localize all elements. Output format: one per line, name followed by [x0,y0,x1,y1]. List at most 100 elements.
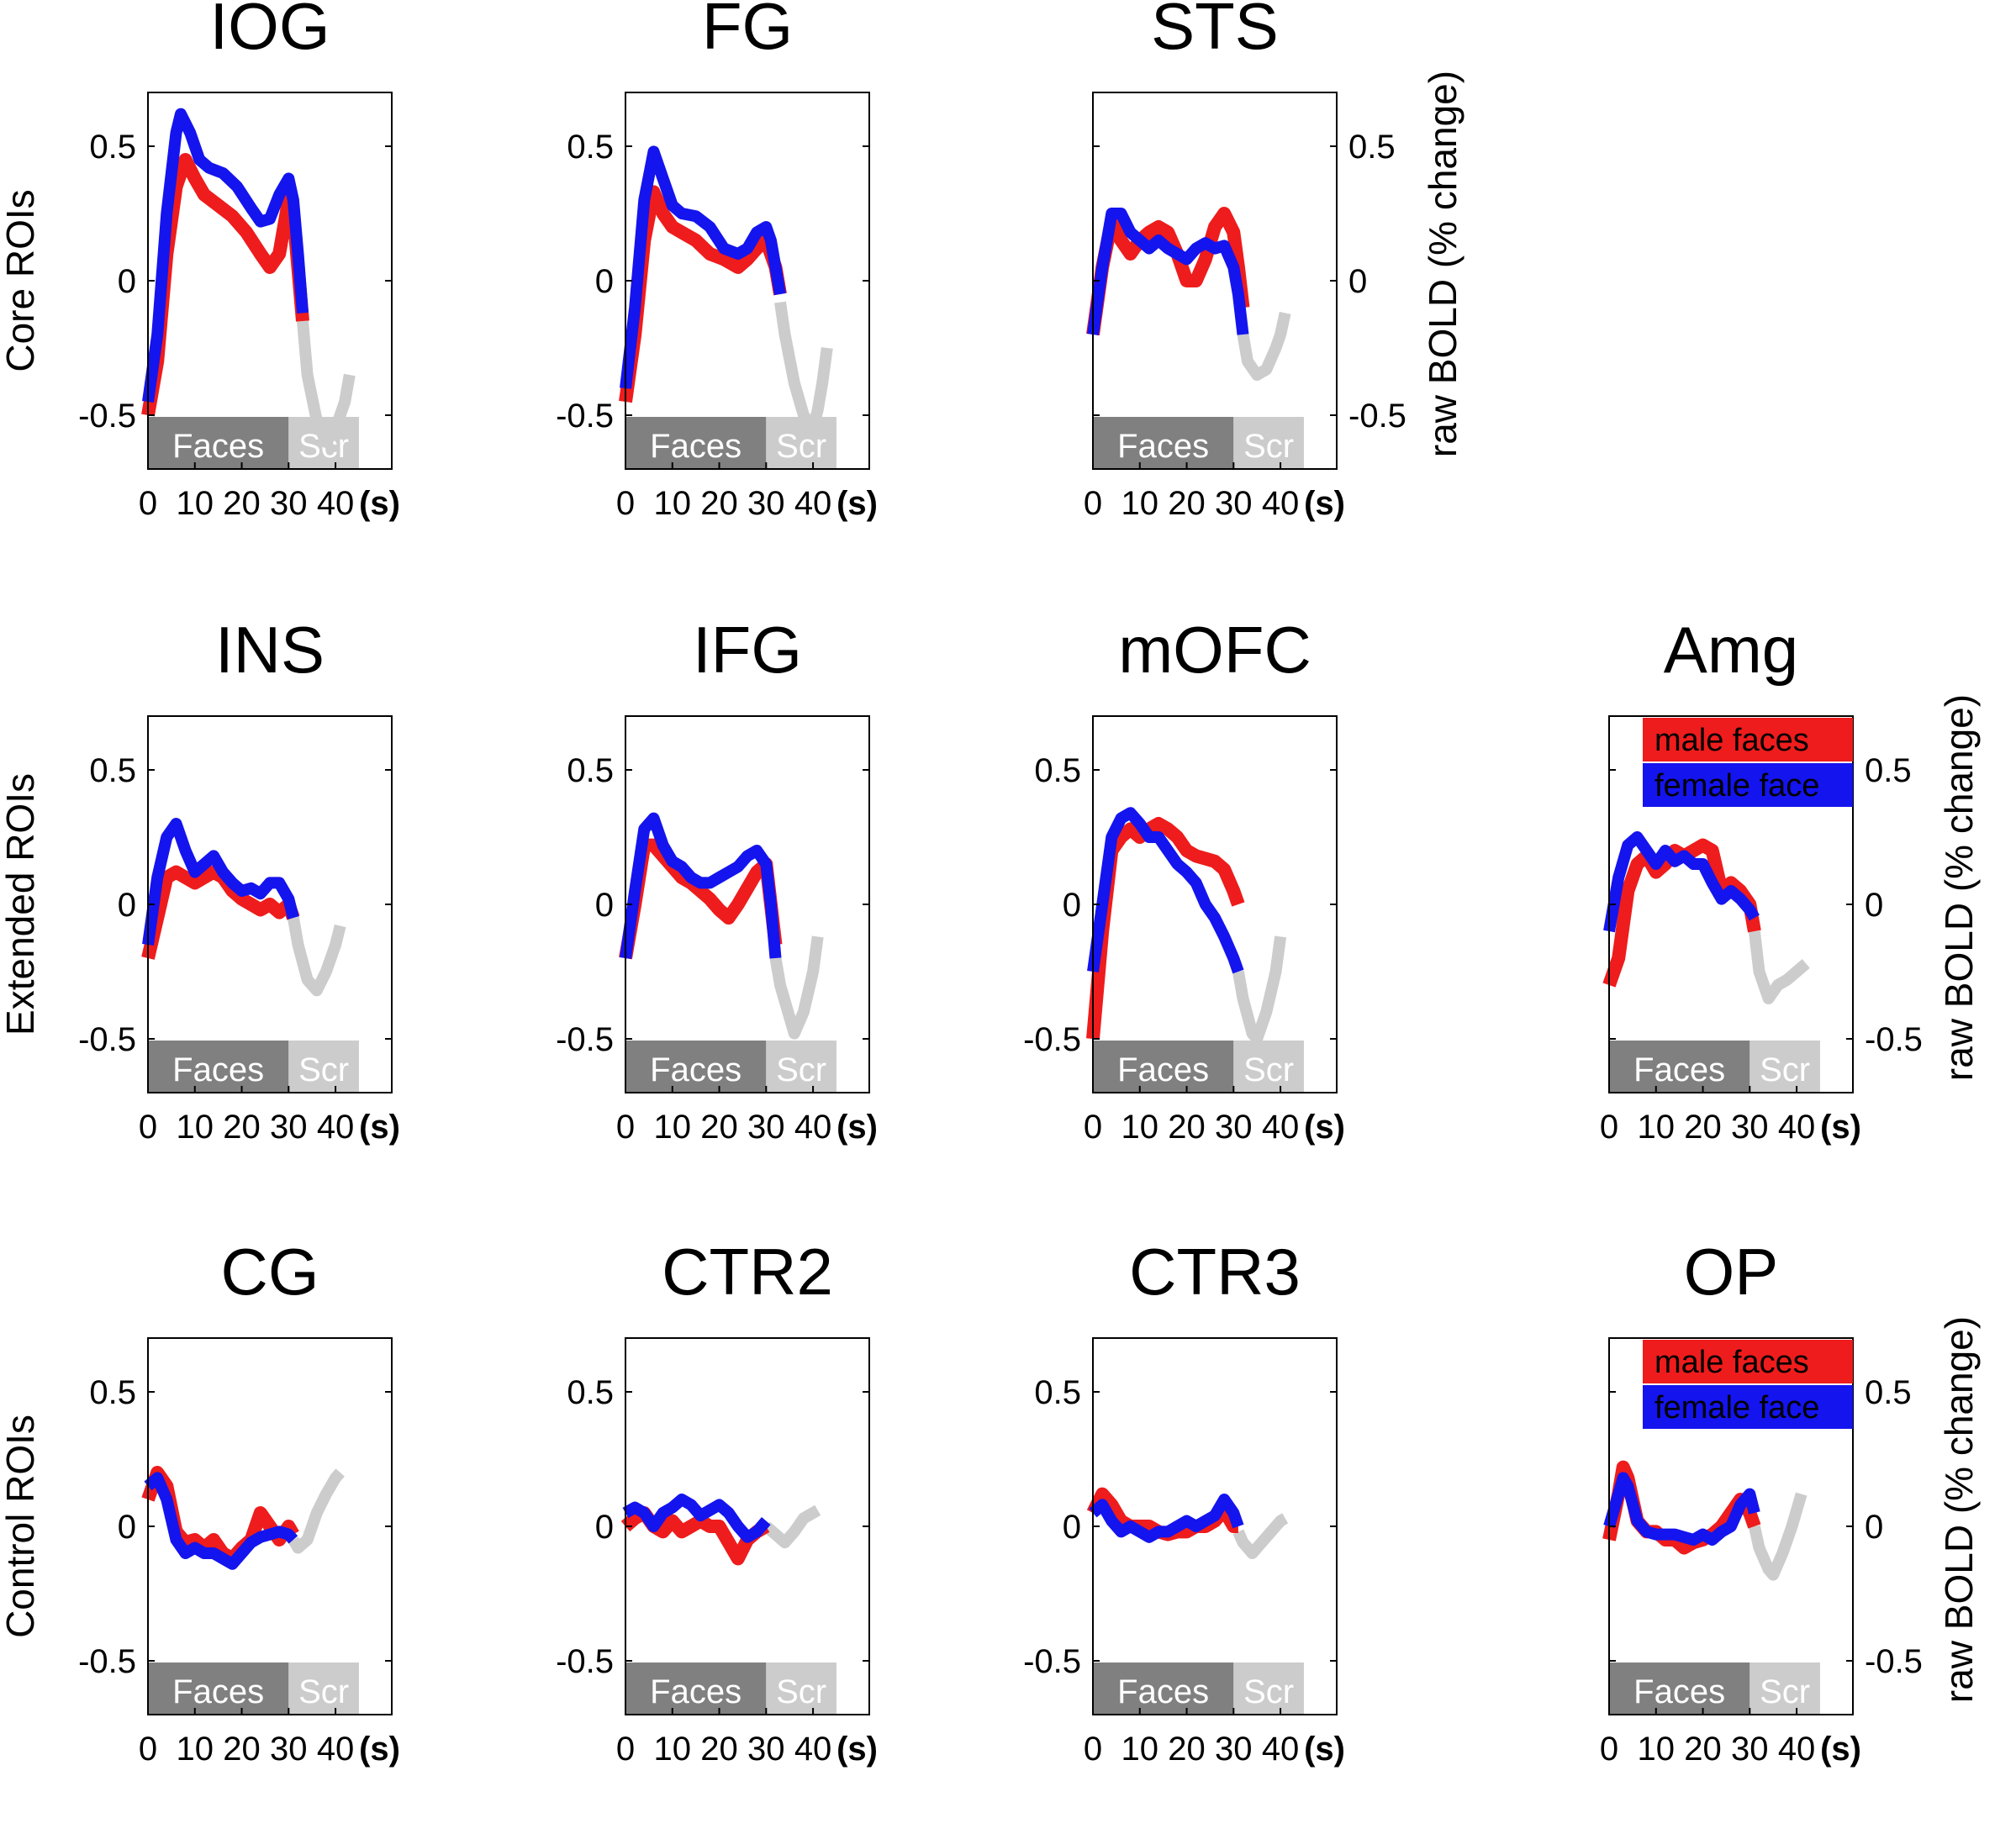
panel-ctr3-band-label-faces: Faces [1117,1673,1209,1710]
panel-amg-title: Amg [1664,613,1798,687]
panel-iog-x-unit: (s) [359,485,400,522]
panel-iog-plot-area [148,92,392,469]
panel-amg-legend-swatch-2 [1643,763,1853,807]
panel-ifg-xtick-label-4: 40 [794,1109,832,1146]
panel-ifg-band-label-scr: Scr [776,1051,826,1088]
panel-cg-band-faces [148,1662,289,1715]
panel-iog-xtick-label-3: 30 [270,485,308,522]
panel-ctr3-band-label-scr: Scr [1243,1673,1294,1710]
panel-cg-xtick-label-0: 0 [139,1731,157,1768]
panel-ins-band-label-scr: Scr [298,1051,349,1088]
panel-fg-xtick-label-2: 20 [700,485,738,522]
panel-ctr2-ytick-label-1: 0 [595,1509,614,1546]
panel-ctr3-xtick-label-3: 30 [1215,1731,1253,1768]
panel-op-title: OP [1684,1235,1779,1309]
panel-fg-band-label-faces: Faces [650,428,741,465]
panel-sts-band-faces [1093,417,1234,469]
panel-ins-xtick-label-1: 10 [177,1109,214,1146]
panel-cg-band-label-scr: Scr [298,1673,349,1710]
panel-ctr3-xtick-label-2: 20 [1168,1731,1206,1768]
panel-ctr2-ytick-label-2: 0.5 [567,1374,614,1411]
panel-ctr2-xtick-label-3: 30 [747,1731,785,1768]
panel-ctr3-x-unit: (s) [1304,1731,1345,1768]
panel-sts-band-scr [1233,417,1304,469]
panel-op-legend-label-1: male faces [1654,1345,1809,1380]
panel-op-legend-swatch-1 [1643,1340,1853,1383]
panel-fg-plot-area [625,92,869,469]
panel-op-band-label-faces: Faces [1633,1673,1725,1710]
panel-sts-band-label-faces: Faces [1117,428,1209,465]
panel-fg-ytick-label-1: 0 [595,263,614,300]
panel-ifg-xtick-label-2: 20 [700,1109,738,1146]
row-label-2: Extended ROIs [0,773,42,1035]
panel-mofc-band-scr [1233,1041,1304,1093]
panel-sts-right-ylabel: raw BOLD (% change) [1421,71,1465,457]
panel-ctr3-xtick-label-4: 40 [1262,1731,1300,1768]
row-label-1: Core ROIs [0,189,42,371]
panel-fg-xtick-label-0: 0 [616,485,635,522]
panel-mofc-plot-area [1093,716,1337,1093]
panel-sts-xtick-label-4: 40 [1262,485,1300,522]
panel-sts-series-male [1086,207,1250,336]
panel-ifg-x-unit: (s) [836,1109,878,1146]
row-label-3: Control ROIs [0,1415,42,1638]
panel-sts-xtick-label-1: 10 [1121,485,1159,522]
panel-cg-xtick-label-1: 10 [177,1731,214,1768]
panel-amg-xtick-label-1: 10 [1638,1109,1676,1146]
panel-cg-xtick-label-4: 40 [317,1731,355,1768]
panel-iog-ytick-label-1: 0 [118,263,136,300]
panel-ifg-band-scr [766,1041,836,1093]
panel-amg-right-ylabel: raw BOLD (% change) [1937,694,1981,1081]
panel-ins-x-unit: (s) [359,1109,400,1146]
panel-amg-legend-label-1: male faces [1654,723,1809,758]
panel-ins-xtick-label-2: 20 [223,1109,261,1146]
panel-ifg-band-label-faces: Faces [650,1051,741,1088]
panel-ins-xtick-label-0: 0 [139,1109,157,1146]
panel-fg-series-male [619,185,787,403]
panel-ifg-plot-area [625,716,869,1093]
panel-mofc-title: mOFC [1118,613,1311,687]
panel-op-series-female [1603,1472,1760,1546]
panel-fg-xtick-label-3: 30 [747,485,785,522]
panel-ins-band-label-faces: Faces [172,1051,264,1088]
panel-fg-series-scrambled [774,301,833,435]
panel-fg-ytick-label-2: 0.5 [567,129,614,166]
panel-ifg-xtick-label-0: 0 [616,1109,635,1146]
panel-fg-series-female [620,145,786,389]
panel-iog-series-female [142,108,309,403]
panel-op-ytick-label-2: 0.5 [1865,1374,1912,1411]
panel-ctr3-xtick-label-0: 0 [1084,1731,1102,1768]
panel-amg-band-label-faces: Faces [1633,1051,1725,1088]
panel-cg-ytick-label-2: 0.5 [89,1374,136,1411]
panel-sts-xtick-label-3: 30 [1215,485,1253,522]
panel-cg-x-unit: (s) [359,1731,400,1768]
panel-mofc-ytick-label-1: 0 [1063,887,1081,924]
panel-ctr3-band-faces [1093,1662,1234,1715]
panel-fg-xtick-label-1: 10 [654,485,692,522]
panel-sts-series-female [1087,208,1249,335]
panel-ctr3-ytick-label-2: 0.5 [1034,1374,1081,1411]
panel-op-x-unit: (s) [1820,1731,1861,1768]
panel-sts-xtick-label-2: 20 [1168,485,1206,522]
panel-ctr2-xtick-label-4: 40 [794,1731,832,1768]
panel-amg-ytick-label-0: -0.5 [1865,1021,1923,1058]
panel-sts-xtick-label-0: 0 [1084,485,1102,522]
panel-op-right-ylabel: raw BOLD (% change) [1937,1316,1981,1703]
panel-mofc-band-label-faces: Faces [1117,1051,1209,1088]
panel-ifg-xtick-label-1: 10 [654,1109,692,1146]
panel-op-xtick-label-4: 40 [1778,1731,1816,1768]
panel-fg-band-label-scr: Scr [776,428,826,465]
panel-ctr2-xtick-label-1: 10 [654,1731,692,1768]
panel-mofc-xtick-label-1: 10 [1121,1109,1159,1146]
panel-ctr2-xtick-label-0: 0 [616,1731,635,1768]
panel-fg-xtick-label-4: 40 [794,485,832,522]
panel-ctr3-ytick-label-1: 0 [1063,1509,1081,1546]
panel-op-xtick-label-2: 20 [1684,1731,1722,1768]
panel-ctr3-xtick-label-1: 10 [1121,1731,1159,1768]
panel-mofc-xtick-label-4: 40 [1262,1109,1300,1146]
panel-fg-x-unit: (s) [836,485,878,522]
panel-ins-band-faces [148,1041,289,1093]
panel-amg-xtick-label-2: 20 [1684,1109,1722,1146]
panel-op-band-label-scr: Scr [1760,1673,1810,1710]
panel-amg-series-female [1603,831,1760,933]
